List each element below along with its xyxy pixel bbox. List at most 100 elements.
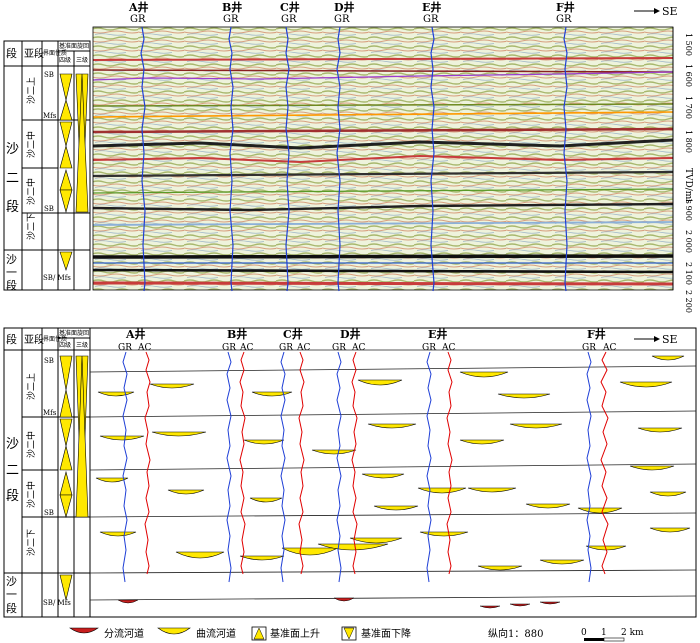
- bottom-correlation-lines: [89, 349, 697, 601]
- top-header-level3: 三级: [76, 56, 88, 64]
- top-well-f-log: GR: [556, 14, 572, 25]
- sand-lens: [459, 371, 509, 378]
- bottom-subseg-1: 沙二上: [26, 373, 37, 400]
- sand-lens: [149, 383, 195, 389]
- top-header-cycle: 基准面旋回: [59, 42, 89, 50]
- scale-bar: 0 1 2 km: [581, 628, 644, 642]
- sand-lens: [357, 379, 403, 386]
- top-surface-sb: SB: [44, 71, 54, 79]
- top-segment-char: 段: [6, 200, 19, 215]
- sand-lens: [239, 555, 285, 561]
- top-well-d-log: GR: [334, 14, 350, 25]
- bottom-subseg-3: 沙二中: [25, 481, 37, 508]
- sand-lens: [251, 391, 293, 397]
- top-strat-column: [3, 40, 91, 291]
- bottom-well-c-ac: AC: [296, 343, 310, 353]
- bottom-segment-char: 沙: [6, 437, 19, 452]
- top-trace-e: [430, 26, 435, 292]
- bottom-well-a-gr: GR: [118, 343, 132, 353]
- sand-lens: [525, 503, 571, 509]
- bottom-surface-mfs: Mfs: [43, 409, 57, 417]
- bottom-segment-sha1: 沙 一 段: [6, 575, 17, 615]
- distributary-channel-sands: [117, 597, 561, 609]
- sand-lens: [477, 565, 523, 571]
- legend-label-fall: 基准面下降: [361, 627, 411, 640]
- top-segment-char: 一: [6, 266, 17, 279]
- sand-lens: [151, 431, 207, 437]
- top-surface-sb-mfs: SB/ Mfs: [43, 274, 71, 282]
- scale-bar-tick-2: 2 km: [621, 628, 644, 638]
- bottom-header-level3: 三级: [76, 341, 88, 349]
- bottom-header-seg: 段: [6, 332, 17, 346]
- bottom-well-d-name: D井: [340, 327, 361, 341]
- bottom-subseg-2: 沙二中: [25, 431, 37, 458]
- legend-label-distributary: 分流河道: [104, 627, 144, 640]
- top-trace-c: [285, 26, 290, 292]
- top-well-c-log: GR: [281, 14, 297, 25]
- bottom-header-surface: 界面性质: [43, 335, 67, 343]
- channel-lens: [117, 599, 139, 604]
- bottom-cycle-triangles: [59, 355, 89, 601]
- top-header-subseg: 亚段: [24, 47, 44, 60]
- sand-lens: [243, 439, 285, 445]
- legend-fall-icon: [343, 627, 355, 640]
- bottom-gr-logs: [122, 351, 592, 583]
- ac-log-f: [600, 351, 609, 575]
- sand-lens: [619, 381, 673, 388]
- sand-lens: [419, 531, 469, 537]
- sand-lens: [651, 355, 685, 361]
- channel-lens: [333, 597, 355, 602]
- top-header-seg: 段: [6, 46, 17, 60]
- top-segment-char: 沙: [6, 142, 19, 157]
- channel-lens: [509, 603, 531, 607]
- top-direction-label: SE: [662, 5, 678, 18]
- bottom-header-subseg: 亚段: [24, 333, 44, 346]
- bottom-well-e-name: E井: [428, 327, 447, 341]
- sand-lens: [637, 427, 683, 433]
- sand-lens: [361, 473, 405, 479]
- legend-vertical-scale: 纵向1：880: [488, 627, 543, 640]
- depth-axis-label: TVD/ms: [683, 168, 693, 204]
- top-trace-a: [140, 26, 146, 292]
- top-segment-char: 沙: [6, 253, 17, 266]
- ac-log-b: [239, 351, 246, 575]
- legend-distributary-icon: [69, 627, 99, 634]
- ac-log-c: [298, 351, 305, 575]
- ac-log-e: [446, 351, 453, 575]
- legend-meander-icon: [157, 627, 191, 635]
- top-subseg-4: 沙二下: [26, 213, 37, 240]
- bottom-segment-char: 沙: [6, 575, 17, 588]
- bottom-subseg-4: 沙二下: [26, 529, 37, 556]
- top-well-e-log: GR: [423, 14, 439, 25]
- bottom-segment-char: 段: [6, 489, 19, 504]
- top-well-b-name: B井: [222, 0, 242, 14]
- top-header-level4: 四级: [59, 56, 71, 64]
- bottom-segment-char: 段: [6, 601, 17, 615]
- top-well-f-name: F井: [556, 0, 575, 14]
- depth-tick: 2 000: [684, 230, 693, 253]
- top-well-headers: A井 GR B井 GR C井 GR D井 GR E井 GR F井 GR: [128, 0, 575, 25]
- depth-tick: 1 800: [684, 130, 693, 153]
- top-subseg-3: 沙二中: [25, 178, 37, 205]
- bottom-well-headers: A井 GR AC B井 GR AC C井 GR AC D井 GR AC E井 G…: [118, 327, 616, 353]
- sand-lens: [649, 491, 687, 497]
- gr-log-e: [426, 351, 432, 583]
- sand-lens: [459, 439, 505, 445]
- sand-lens: [99, 531, 137, 537]
- bottom-well-d-gr: GR: [332, 343, 346, 353]
- legend-label-rise: 基准面上升: [270, 627, 320, 640]
- bottom-well-e-gr: GR: [422, 343, 436, 353]
- top-segment-char: 二: [6, 171, 19, 186]
- top-trace-f: [563, 26, 568, 292]
- sand-lens: [373, 505, 419, 511]
- bottom-segment-char: 一: [6, 588, 17, 601]
- top-well-a-name: A井: [128, 0, 149, 14]
- bottom-well-a-ac: AC: [137, 343, 151, 353]
- channel-lens: [479, 605, 501, 609]
- depth-tick: 1 900: [684, 198, 693, 221]
- sand-lens: [539, 559, 585, 565]
- bottom-ac-logs: [144, 351, 609, 575]
- top-direction-arrow: SE: [634, 5, 678, 18]
- gr-log-a: [122, 351, 128, 583]
- top-surface-mfs: Mfs: [43, 112, 57, 120]
